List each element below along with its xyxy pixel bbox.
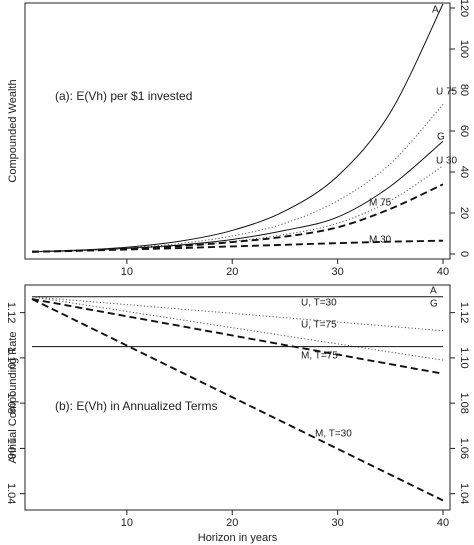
panel-title: (a): E(Vh) per $1 invested <box>55 89 192 103</box>
plot-frame <box>24 2 451 260</box>
x-tick-label: 40 <box>437 517 449 529</box>
y-tick-label: 20 <box>458 207 470 219</box>
y-tick-label: 80 <box>458 84 470 96</box>
series-label: U 75 <box>436 87 458 98</box>
series-line-u-t-30 <box>31 296 444 361</box>
series-label: U, T=30 <box>301 298 337 309</box>
y-tick-label: 40 <box>458 166 470 178</box>
y-tick-label: 1.04 <box>5 483 17 504</box>
y-tick-label: 0 <box>458 251 470 257</box>
panel-a: 10 20 30 40 0 20 40 60 80 100 120 A U 75 G U 30 M 75 M 3… <box>7 0 470 278</box>
x-tick-label: 40 <box>437 266 449 278</box>
series-label: G <box>437 132 445 143</box>
y-tick-label: 100 <box>458 40 470 58</box>
plot-frame <box>24 284 451 511</box>
y-axis-title: Annual Compounding Rate <box>7 331 19 463</box>
y-tick-label: 1.08 <box>5 392 17 413</box>
series-line-m-t-75 <box>31 298 444 375</box>
x-tick-label: 10 <box>121 266 133 278</box>
series-label: U, T=75 <box>301 320 337 331</box>
series-label: M 75 <box>369 198 392 209</box>
series-line-m-30 <box>31 239 444 253</box>
series-line-u-75 <box>31 104 444 253</box>
panel-title: (b): E(Vh) in Annualized Terms <box>55 399 218 413</box>
y-tick-label: 60 <box>458 125 470 137</box>
series-label: A <box>432 5 439 16</box>
series-label: M, T=75 <box>301 351 338 362</box>
y-tick-label: 1.12 <box>458 302 470 323</box>
series-line-u-t-75 <box>31 296 444 332</box>
y-tick-label: 1.10 <box>5 347 17 368</box>
y-tick-label: 120 <box>458 0 470 17</box>
y-tick-label: 1.06 <box>5 438 17 459</box>
y-axis-title: Compounded Wealth <box>7 79 19 182</box>
y-tick-label: 1.08 <box>458 392 470 413</box>
x-tick-label: 10 <box>121 517 133 529</box>
series-label: M 30 <box>369 235 392 246</box>
x-tick-label: 20 <box>226 517 238 529</box>
series-label: M, T=30 <box>315 429 352 440</box>
x-axis-title: Horizon in years <box>198 532 278 544</box>
x-tick-label: 30 <box>331 266 343 278</box>
panel-b: 10 20 30 40 1.04 1.04 1.06 1.06 1.08 1.08 1.10 1.10… <box>5 284 470 544</box>
x-tick-label: 20 <box>226 266 238 278</box>
series-line-a <box>31 3 444 253</box>
series-label: U 30 <box>436 156 458 167</box>
y-tick-label: 1.12 <box>5 302 17 323</box>
x-tick-label: 30 <box>331 517 343 529</box>
y-tick-label: 1.04 <box>458 483 470 504</box>
y-tick-label: 1.06 <box>458 438 470 459</box>
series-label: G <box>430 299 438 310</box>
series-line-u-30 <box>31 165 444 253</box>
series-label: A <box>430 286 437 297</box>
y-tick-label: 1.10 <box>458 347 470 368</box>
